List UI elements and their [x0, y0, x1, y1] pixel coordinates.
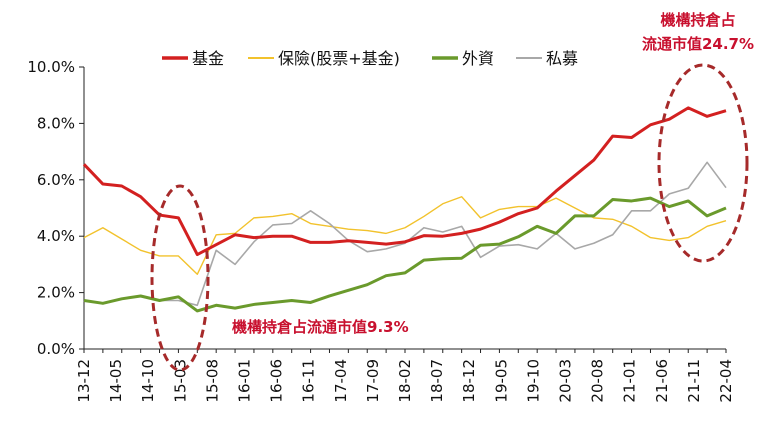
x-tick-label: 19-05	[492, 359, 510, 403]
y-tick-label: 0.0%	[37, 340, 75, 358]
x-tick-label: 20-03	[557, 359, 575, 403]
x-tick-label: 16-11	[300, 359, 318, 403]
x-tick-label: 14-05	[107, 359, 125, 403]
x-tick-label: 21-11	[685, 359, 703, 403]
legend: 基金 保險(股票+基金) 外資 私募	[162, 49, 578, 68]
x-axis-ticks: 13-12 14-05 14-10 15-03 15-08 16-01 16-06 16-11…	[75, 349, 735, 403]
x-tick-label: 22-04	[717, 359, 735, 403]
x-tick-label: 16-01	[236, 359, 254, 403]
x-tick-label: 18-02	[396, 359, 414, 403]
x-tick-label: 21-01	[621, 359, 639, 403]
annotation-ellipse-right	[657, 63, 749, 263]
x-tick-label: 19-10	[524, 359, 542, 403]
series-line-3	[83, 161, 727, 307]
annotation-left-text: 機構持倉占流通市值9.3%	[232, 318, 409, 336]
x-tick-label: 15-08	[203, 359, 221, 403]
legend-label-0: 基金	[192, 49, 224, 68]
annotation-right-text-line2: 流通市值24.7%	[642, 35, 754, 53]
legend-label-2: 外資	[462, 49, 494, 68]
y-tick-label: 8.0%	[37, 114, 75, 132]
x-tick-label: 17-09	[364, 359, 382, 403]
series-line-2	[83, 196, 727, 313]
x-tick-label: 18-07	[428, 359, 446, 403]
axes	[83, 67, 726, 350]
annotation-ellipse-left	[150, 184, 210, 372]
legend-label-3: 私募	[546, 49, 578, 68]
x-tick-label: 20-08	[589, 359, 607, 403]
series-lines	[82, 106, 727, 313]
series-line-1	[83, 196, 727, 275]
x-tick-label: 21-06	[653, 359, 671, 403]
x-tick-label: 14-10	[139, 359, 157, 403]
y-axis-ticks: 0.0% 2.0% 4.0% 6.0% 8.0% 10.0%	[27, 58, 84, 358]
x-tick-label: 13-12	[75, 359, 93, 403]
y-tick-label: 2.0%	[37, 284, 75, 302]
y-tick-label: 10.0%	[27, 58, 75, 76]
legend-label-1: 保險(股票+基金)	[278, 49, 400, 68]
series-line-0	[82, 106, 727, 257]
x-tick-label: 17-04	[332, 359, 350, 403]
x-tick-label: 16-06	[268, 359, 286, 403]
y-tick-label: 4.0%	[37, 227, 75, 245]
x-tick-label: 18-12	[460, 359, 478, 403]
annotations: 機構持倉占流通市值9.3% 機構持倉占 流通市值24.7%	[150, 11, 754, 372]
y-tick-label: 6.0%	[37, 171, 75, 189]
annotation-right-text-line1: 機構持倉占	[660, 11, 735, 29]
